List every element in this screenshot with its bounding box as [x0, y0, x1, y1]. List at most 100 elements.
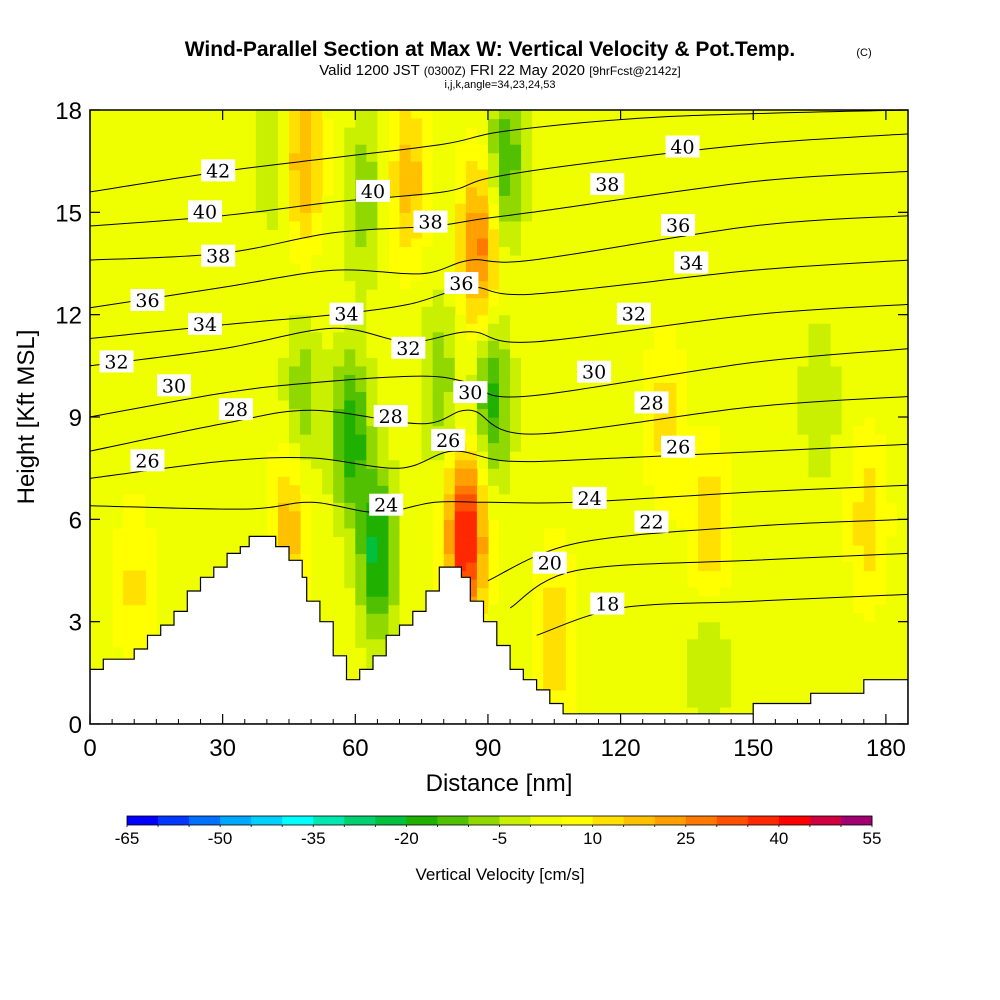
velocity-cell — [852, 391, 865, 401]
chart-subtitle: Valid 1200 JST (0300Z) FRI 22 May 2020 [… — [319, 62, 681, 79]
velocity-cell — [753, 246, 765, 256]
velocity-cell — [797, 510, 810, 520]
velocity-cell — [333, 229, 345, 239]
velocity-cell — [620, 161, 633, 171]
velocity-cell — [300, 468, 312, 478]
contour-label: 22 — [639, 512, 663, 534]
velocity-cell — [322, 493, 334, 503]
velocity-cell — [432, 118, 445, 128]
velocity-cell — [653, 144, 666, 154]
velocity-cell — [598, 135, 611, 145]
velocity-cell — [631, 638, 644, 648]
velocity-cell — [631, 135, 644, 145]
velocity-cell — [852, 357, 865, 367]
velocity-cell — [90, 476, 102, 486]
velocity-cell — [233, 203, 246, 213]
velocity-cell — [156, 502, 168, 512]
velocity-cell — [631, 348, 644, 358]
velocity-cell — [664, 638, 677, 648]
velocity-cell — [510, 289, 522, 299]
velocity-cell — [211, 391, 224, 401]
velocity-cell — [112, 195, 124, 205]
velocity-cell — [819, 553, 832, 563]
velocity-cell — [167, 110, 180, 120]
velocity-cell — [587, 340, 600, 350]
velocity-cell — [653, 254, 666, 265]
velocity-cell — [101, 579, 113, 589]
velocity-cell — [487, 237, 500, 248]
velocity-cell — [322, 570, 334, 580]
velocity-cell — [333, 425, 345, 435]
velocity-cell — [764, 553, 776, 563]
velocity-cell — [101, 519, 113, 529]
velocity-cell — [720, 374, 732, 384]
velocity-cell — [101, 306, 113, 316]
velocity-cell — [830, 220, 843, 230]
velocity-cell — [322, 399, 334, 410]
velocity-cell — [565, 391, 577, 401]
velocity-cell — [653, 280, 666, 290]
velocity-cell — [819, 220, 832, 230]
velocity-cell — [664, 263, 677, 273]
velocity-cell — [255, 297, 268, 307]
velocity-cell — [156, 169, 168, 179]
velocity-cell — [554, 655, 566, 665]
velocity-cell — [565, 254, 577, 265]
velocity-cell — [664, 706, 677, 717]
velocity-cell — [764, 110, 776, 120]
velocity-cell — [288, 280, 301, 290]
velocity-cell — [244, 195, 257, 205]
velocity-cell — [322, 536, 334, 546]
velocity-cell — [322, 365, 334, 375]
velocity-cell — [499, 570, 511, 580]
velocity-cell — [288, 306, 301, 316]
velocity-cell — [521, 519, 533, 529]
velocity-cell — [808, 587, 821, 597]
velocity-cell — [808, 664, 821, 674]
velocity-cell — [709, 178, 721, 188]
velocity-cell — [642, 587, 655, 597]
velocity-cell — [709, 502, 721, 512]
velocity-cell — [830, 178, 843, 188]
velocity-cell — [521, 340, 533, 350]
contour-label: 34 — [679, 253, 703, 275]
velocity-cell — [808, 382, 821, 393]
velocity-cell — [244, 391, 257, 401]
velocity-cell — [178, 331, 191, 341]
velocity-cell — [211, 510, 224, 520]
velocity-cell — [675, 110, 688, 120]
velocity-cell — [554, 280, 566, 290]
velocity-cell — [443, 220, 456, 230]
velocity-cell — [311, 195, 323, 205]
velocity-cell — [288, 553, 301, 563]
velocity-cell — [222, 544, 235, 555]
velocity-cell — [454, 519, 467, 529]
velocity-cell — [421, 382, 434, 393]
velocity-cell — [255, 314, 268, 324]
velocity-cell — [432, 323, 445, 333]
velocity-cell — [454, 314, 467, 324]
velocity-cell — [134, 382, 146, 393]
velocity-cell — [366, 604, 378, 614]
velocity-cell — [322, 544, 334, 555]
velocity-cell — [344, 178, 356, 188]
velocity-cell — [664, 391, 677, 401]
velocity-cell — [885, 561, 898, 572]
velocity-cell — [145, 254, 157, 265]
velocity-cell — [863, 186, 876, 196]
velocity-cell — [808, 161, 821, 171]
velocity-cell — [499, 331, 511, 341]
velocity-cell — [333, 451, 345, 461]
contour-label-bg — [391, 336, 426, 359]
velocity-cell — [609, 587, 622, 597]
velocity-cell — [532, 237, 544, 248]
velocity-cell — [532, 178, 544, 188]
velocity-cell — [764, 476, 776, 486]
velocity-cell — [852, 135, 865, 145]
velocity-cell — [101, 135, 113, 145]
velocity-cell — [697, 110, 710, 120]
velocity-cell — [543, 399, 555, 410]
velocity-cell — [277, 186, 290, 196]
velocity-cell — [565, 323, 577, 333]
velocity-cell — [200, 451, 213, 461]
